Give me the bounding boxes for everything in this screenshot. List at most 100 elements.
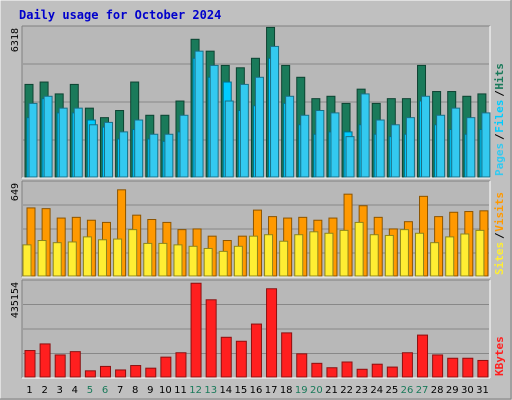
- x-tick-label-day-31: 31: [476, 385, 489, 396]
- x-tick-label-day-2: 2: [41, 385, 47, 396]
- bar-kbytes-21: [326, 367, 338, 378]
- bar-sites-18: [279, 240, 289, 277]
- bar-pages-26: [405, 117, 415, 178]
- bar-pages-17: [270, 45, 280, 178]
- bar-sites-31: [475, 229, 485, 277]
- legend-visits: Visits: [493, 192, 506, 232]
- bar-sites-20: [309, 231, 319, 277]
- bar-sites-22: [339, 229, 349, 277]
- legend-files: Files: [493, 100, 506, 133]
- bar-kbytes-11: [175, 352, 187, 378]
- legend-pages: Pages: [493, 143, 506, 176]
- x-tick-label-day-18: 18: [280, 385, 293, 396]
- bar-pages-5: [88, 124, 98, 178]
- bar-sites-16: [248, 235, 258, 277]
- bar-pages-1: [28, 102, 38, 178]
- bar-sites-13: [203, 247, 213, 277]
- bar-kbytes-30: [462, 357, 474, 378]
- bar-sites-29: [445, 236, 455, 277]
- bar-sites-11: [173, 244, 183, 277]
- x-tick-label-day-29: 29: [446, 385, 459, 396]
- legend-separator: /: [493, 133, 506, 140]
- x-tick-label-day-1: 1: [26, 385, 32, 396]
- bar-sites-28: [430, 242, 440, 277]
- bar-kbytes-24: [371, 363, 383, 378]
- bar-pages-20: [315, 110, 325, 178]
- legend-sites: Sites: [493, 242, 506, 275]
- bar-sites-9: [143, 242, 153, 277]
- bar-sites-21: [324, 232, 334, 277]
- x-tick-label-day-16: 16: [250, 385, 263, 396]
- x-tick-label-day-23: 23: [355, 385, 368, 396]
- bar-kbytes-19: [296, 353, 308, 378]
- bar-sites-3: [52, 242, 62, 277]
- bar-pages-16: [254, 76, 264, 178]
- bar-sites-1: [22, 244, 32, 277]
- bar-sites-26: [399, 229, 409, 277]
- x-tick-label-day-7: 7: [117, 385, 123, 396]
- bar-sites-8: [128, 229, 138, 277]
- bar-pages-2: [43, 95, 53, 178]
- x-tick-label-day-14: 14: [219, 385, 232, 396]
- x-tick-label-day-28: 28: [431, 385, 444, 396]
- bar-pages-4: [73, 107, 83, 178]
- bar-pages-8: [134, 119, 144, 178]
- x-tick-label-day-15: 15: [235, 385, 248, 396]
- bar-kbytes-3: [54, 354, 66, 378]
- x-tick-label-day-6: 6: [102, 385, 108, 396]
- x-tick-label-day-17: 17: [265, 385, 278, 396]
- bar-kbytes-27: [417, 334, 429, 378]
- bar-sites-27: [415, 232, 425, 277]
- x-tick-label-day-27: 27: [416, 385, 429, 396]
- x-tick-label-day-26: 26: [401, 385, 414, 396]
- x-tick-label-day-5: 5: [87, 385, 93, 396]
- bar-kbytes-13: [205, 299, 217, 378]
- bar-pages-12: [194, 50, 204, 178]
- bar-kbytes-23: [356, 368, 368, 378]
- bar-kbytes-1: [24, 350, 36, 378]
- bar-pages-21: [330, 112, 340, 178]
- x-tick-label-day-24: 24: [370, 385, 383, 396]
- bar-kbytes-14: [220, 336, 232, 378]
- bar-kbytes-31: [477, 359, 489, 378]
- bar-kbytes-5: [84, 370, 96, 378]
- bar-kbytes-16: [250, 323, 262, 378]
- bar-kbytes-17: [266, 288, 278, 378]
- bar-kbytes-29: [447, 357, 459, 378]
- bar-kbytes-25: [386, 366, 398, 378]
- bar-sites-17: [264, 234, 274, 277]
- bar-pages-22: [345, 136, 355, 178]
- x-tick-label-day-30: 30: [461, 385, 474, 396]
- legend-hits: Hits: [493, 63, 506, 90]
- bar-pages-7: [119, 131, 129, 178]
- legend-separator: /: [493, 232, 506, 239]
- bar-sites-23: [354, 221, 364, 277]
- bar-kbytes-7: [115, 369, 127, 378]
- x-tick-label-day-21: 21: [325, 385, 338, 396]
- x-tick-label-day-4: 4: [72, 385, 78, 396]
- bar-pages-13: [209, 64, 219, 178]
- x-tick-label-day-10: 10: [159, 385, 172, 396]
- bar-pages-11: [179, 114, 189, 178]
- x-tick-label-day-8: 8: [132, 385, 138, 396]
- legend-separator: /: [493, 90, 506, 97]
- x-tick-label-day-20: 20: [310, 385, 323, 396]
- bar-pages-30: [466, 117, 476, 178]
- bar-sites-24: [369, 234, 379, 277]
- bar-sites-4: [67, 241, 77, 277]
- bar-pages-14: [224, 100, 234, 178]
- bar-sites-2: [37, 240, 47, 277]
- chart-title: Daily usage for October 2024: [19, 8, 221, 22]
- bar-pages-27: [421, 95, 431, 178]
- bar-sites-12: [188, 245, 198, 277]
- bar-kbytes-9: [145, 367, 157, 378]
- bar-kbytes-6: [99, 365, 111, 378]
- y-max-label: 6318: [10, 28, 21, 52]
- bar-pages-9: [149, 133, 159, 178]
- bar-kbytes-2: [39, 343, 51, 378]
- bar-pages-18: [285, 95, 295, 178]
- bar-sites-19: [294, 234, 304, 277]
- x-tick-label-day-11: 11: [174, 385, 187, 396]
